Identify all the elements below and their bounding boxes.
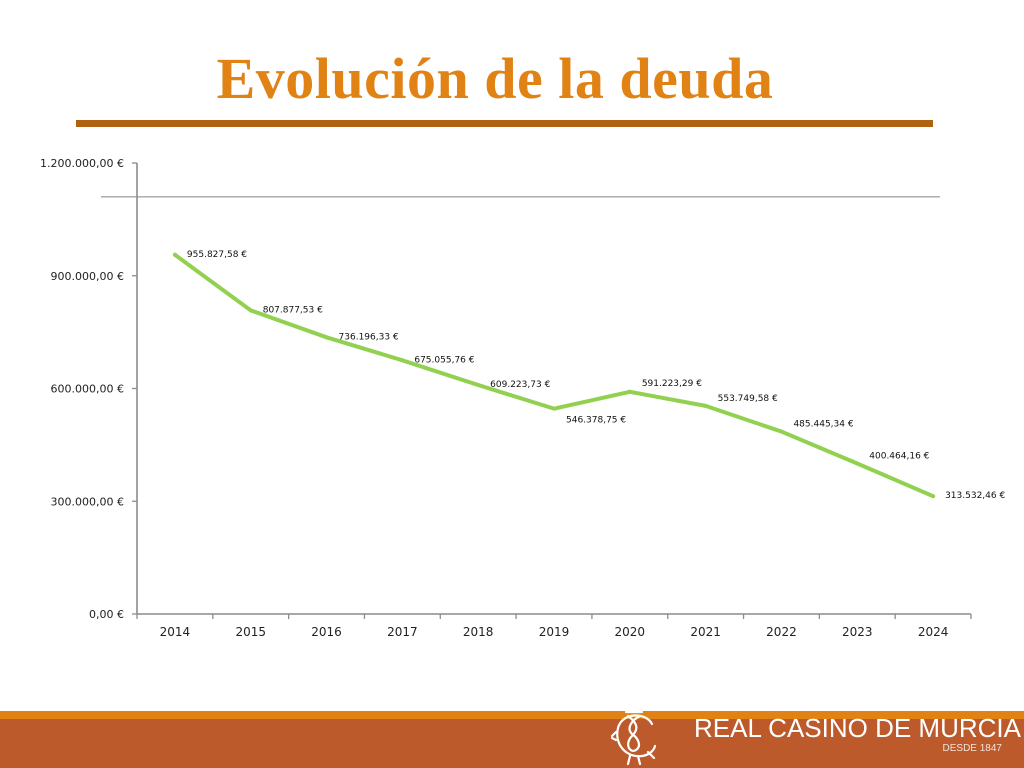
x-tick-label: 2019 [539, 625, 570, 639]
y-tick-label: 1.200.000,00 € [40, 157, 124, 170]
x-tick-label: 2017 [387, 625, 418, 639]
data-label: 609.223,73 € [490, 380, 550, 390]
data-point [627, 389, 632, 394]
brand-since: DESDE 1847 [942, 743, 1002, 754]
y-tick-label: 0,00 € [89, 608, 124, 621]
data-point [855, 461, 860, 466]
data-point [552, 406, 556, 411]
monogram-logo-icon [610, 706, 657, 766]
data-point [779, 429, 784, 434]
footer-stripe [0, 711, 1024, 719]
x-tick-label: 2021 [690, 625, 721, 639]
data-point [931, 494, 936, 499]
data-point [400, 358, 405, 363]
footer-band [0, 719, 1024, 768]
data-label: 675.055,76 € [414, 355, 474, 365]
y-tick-label: 600.000,00 € [51, 383, 124, 396]
data-point [324, 335, 329, 340]
data-label: 736.196,33 € [339, 332, 399, 342]
x-tick-label: 2016 [311, 625, 342, 639]
x-tick-label: 2024 [918, 625, 949, 639]
title-underline [76, 120, 933, 127]
data-label: 546.378,75 € [566, 416, 626, 426]
debt-line-chart: 0,00 € 300.000,00 € 600.000,00 € 900.000,00… [40, 157, 1005, 639]
brand-name: REAL CASINO DE MURCIA [694, 713, 1021, 743]
x-tick-label: 2014 [160, 625, 191, 639]
data-label: 553.749,58 € [718, 394, 778, 404]
data-label: 400.464,16 € [869, 451, 929, 461]
x-tick-label: 2023 [842, 625, 873, 639]
data-label: 485.445,34 € [793, 420, 853, 430]
data-label: 313.532,46 € [945, 491, 1005, 501]
x-tick-label: 2022 [766, 625, 797, 639]
y-tick-label: 900.000,00 € [51, 270, 124, 283]
data-label: 955.827,58 € [187, 250, 247, 260]
data-label: 807.877,53 € [263, 305, 323, 315]
data-point [703, 403, 708, 408]
data-point [172, 252, 177, 257]
x-tick-label: 2018 [463, 625, 494, 639]
slide-title: Evolución de la deuda [216, 46, 774, 111]
data-point [248, 308, 253, 313]
data-point [476, 383, 481, 388]
data-label: 591.223,29 € [642, 379, 702, 389]
series-line-deuda [172, 252, 936, 499]
x-tick-label: 2020 [615, 625, 646, 639]
y-tick-label: 300.000,00 € [51, 495, 124, 508]
x-tick-label: 2015 [235, 625, 266, 639]
